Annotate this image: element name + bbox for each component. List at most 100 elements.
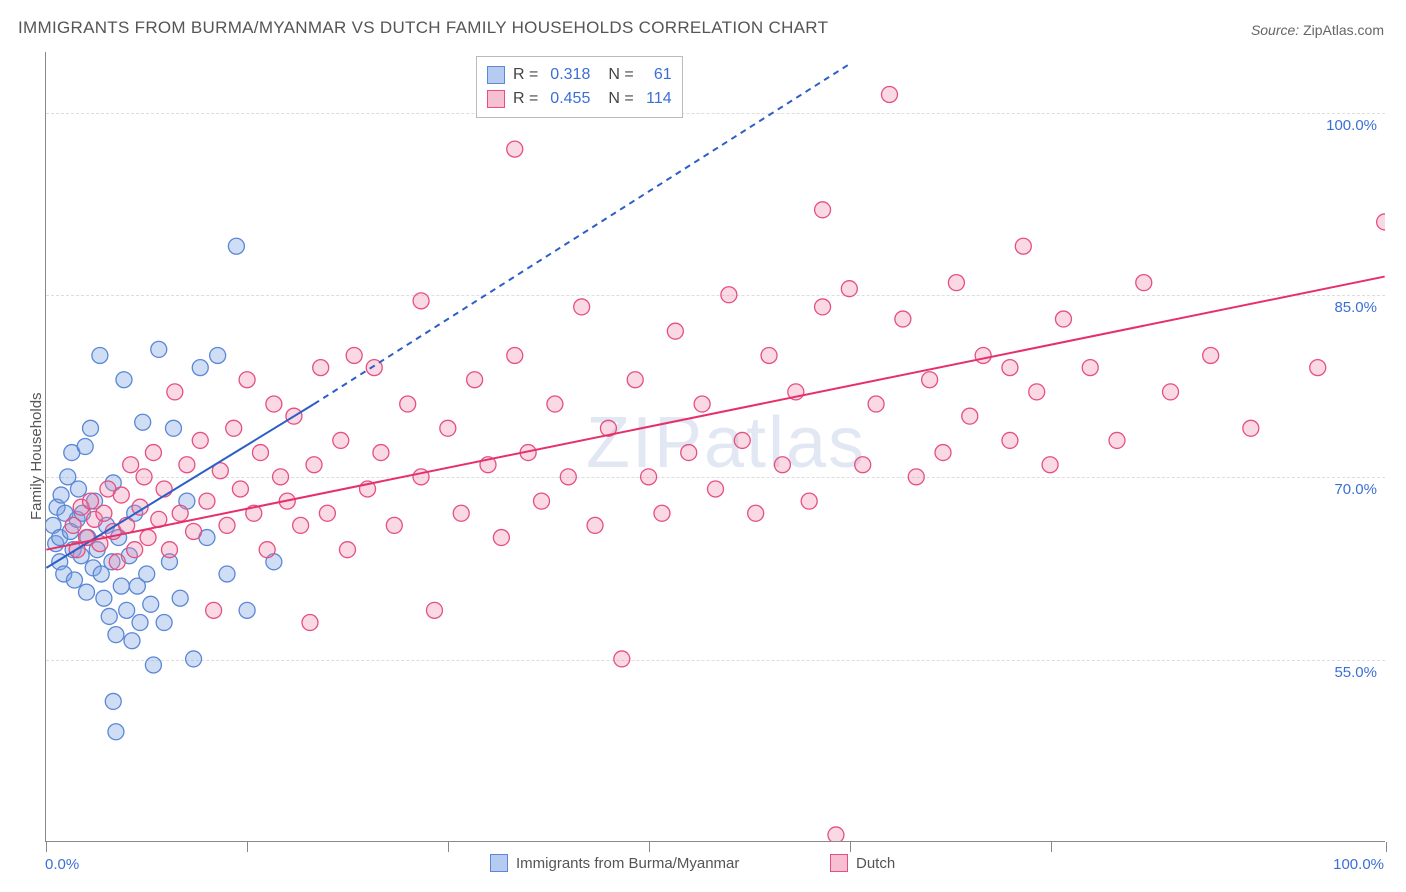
stats-r-value-burma: 0.318 — [546, 63, 590, 87]
marker-dutch — [708, 481, 724, 497]
marker-burma — [80, 530, 96, 546]
marker-dutch — [1029, 384, 1045, 400]
marker-burma — [228, 238, 244, 254]
marker-burma — [179, 493, 195, 509]
marker-burma — [52, 530, 68, 546]
marker-dutch — [279, 493, 295, 509]
marker-dutch — [346, 347, 362, 363]
marker-dutch — [627, 372, 643, 388]
correlation-stats-box: R = 0.318 N = 61 R = 0.455 N = 114 — [476, 56, 683, 118]
stats-swatch-dutch — [487, 90, 505, 108]
trendline-burma — [46, 404, 314, 568]
marker-dutch — [1136, 275, 1152, 291]
marker-dutch — [386, 517, 402, 533]
marker-dutch — [333, 432, 349, 448]
marker-burma — [70, 481, 86, 497]
marker-dutch — [467, 372, 483, 388]
marker-burma — [46, 517, 61, 533]
marker-burma — [108, 724, 124, 740]
marker-dutch — [192, 432, 208, 448]
marker-burma — [66, 572, 82, 588]
marker-dutch — [774, 457, 790, 473]
stats-n-label: N = — [608, 63, 633, 87]
legend-label-dutch: Dutch — [856, 855, 895, 872]
marker-burma — [104, 554, 120, 570]
marker-dutch — [975, 347, 991, 363]
marker-dutch — [293, 517, 309, 533]
marker-dutch — [373, 445, 389, 461]
x-tick — [247, 842, 248, 852]
stats-n-label: N = — [608, 87, 633, 111]
marker-dutch — [788, 384, 804, 400]
marker-dutch — [1015, 238, 1031, 254]
marker-dutch — [922, 372, 938, 388]
x-tick — [1051, 842, 1052, 852]
marker-dutch — [895, 311, 911, 327]
marker-burma — [219, 566, 235, 582]
marker-dutch — [574, 299, 590, 315]
stats-swatch-burma — [487, 66, 505, 84]
marker-burma — [87, 493, 103, 509]
marker-burma — [239, 602, 255, 618]
marker-dutch — [507, 141, 523, 157]
legend-item-dutch: Dutch — [830, 854, 895, 872]
marker-dutch — [935, 445, 951, 461]
marker-burma — [52, 554, 68, 570]
trendline-dutch — [46, 277, 1384, 550]
stats-r-value-dutch: 0.455 — [546, 87, 590, 111]
stats-r-label: R = — [513, 63, 538, 87]
marker-burma — [73, 548, 89, 564]
marker-dutch — [113, 487, 129, 503]
marker-dutch — [119, 517, 135, 533]
marker-dutch — [232, 481, 248, 497]
marker-burma — [113, 578, 129, 594]
marker-burma — [111, 530, 127, 546]
source-value: ZipAtlas.com — [1303, 22, 1384, 38]
marker-dutch — [1310, 360, 1326, 376]
marker-dutch — [167, 384, 183, 400]
marker-burma — [135, 414, 151, 430]
marker-dutch — [252, 445, 268, 461]
marker-dutch — [83, 493, 99, 509]
y-tick-label: 70.0% — [1334, 481, 1377, 498]
marker-burma — [89, 542, 105, 558]
marker-dutch — [855, 457, 871, 473]
marker-dutch — [319, 505, 335, 521]
marker-dutch — [453, 505, 469, 521]
y-axis-label: Family Households — [28, 392, 45, 520]
marker-burma — [105, 693, 121, 709]
watermark: ZIPatlas — [586, 402, 866, 484]
marker-burma — [85, 560, 101, 576]
marker-dutch — [1042, 457, 1058, 473]
marker-dutch — [801, 493, 817, 509]
marker-dutch — [109, 554, 125, 570]
marker-burma — [101, 608, 117, 624]
marker-burma — [116, 372, 132, 388]
gridline — [46, 295, 1385, 296]
marker-dutch — [761, 347, 777, 363]
marker-dutch — [186, 523, 202, 539]
marker-dutch — [226, 420, 242, 436]
marker-dutch — [127, 542, 143, 558]
marker-burma — [49, 499, 65, 515]
marker-burma — [83, 420, 99, 436]
marker-dutch — [87, 511, 103, 527]
marker-dutch — [1082, 360, 1098, 376]
stats-n-value-dutch: 114 — [642, 87, 672, 111]
stats-r-label: R = — [513, 87, 538, 111]
legend-swatch-dutch — [830, 854, 848, 872]
marker-dutch — [600, 420, 616, 436]
marker-dutch — [161, 542, 177, 558]
marker-dutch — [948, 275, 964, 291]
marker-burma — [143, 596, 159, 612]
marker-dutch — [694, 396, 710, 412]
marker-dutch — [123, 457, 139, 473]
marker-dutch — [105, 523, 121, 539]
marker-burma — [69, 511, 85, 527]
marker-dutch — [140, 530, 156, 546]
marker-burma — [161, 554, 177, 570]
marker-dutch — [339, 542, 355, 558]
marker-dutch — [587, 517, 603, 533]
marker-burma — [192, 360, 208, 376]
marker-dutch — [360, 481, 376, 497]
